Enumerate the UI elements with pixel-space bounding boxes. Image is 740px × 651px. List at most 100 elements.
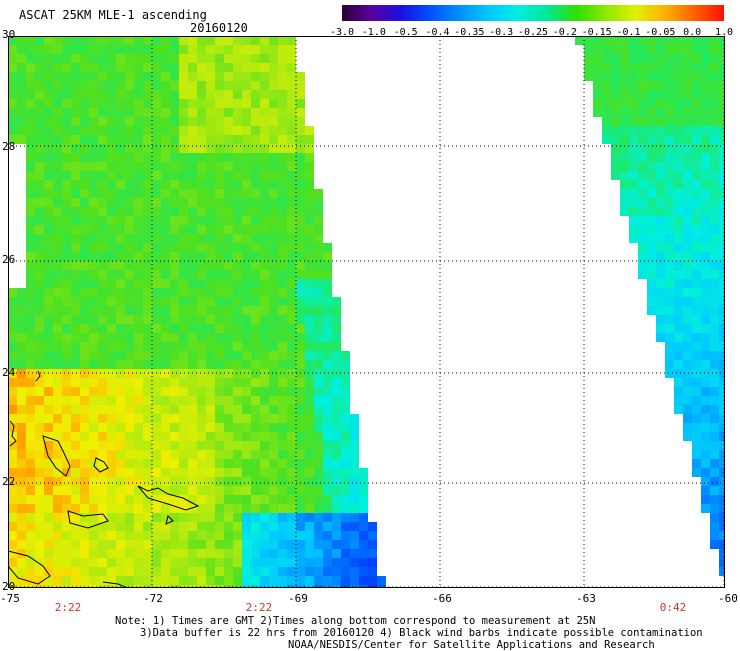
- swath-cell: [125, 288, 134, 297]
- swath-cell: [647, 54, 656, 63]
- swath-cell: [692, 81, 701, 90]
- swath-cell: [638, 243, 647, 252]
- swath-cell: [107, 189, 116, 198]
- swath-cell: [296, 540, 305, 549]
- swath-cell: [188, 225, 197, 234]
- swath-cell: [224, 45, 233, 54]
- swath-cell: [224, 297, 233, 306]
- swath-cell: [278, 162, 287, 171]
- swath-cell: [593, 54, 602, 63]
- swath-cell: [287, 432, 296, 441]
- swath-cell: [683, 423, 692, 432]
- swath-cell: [179, 585, 188, 588]
- swath-cell: [53, 45, 62, 54]
- swath-cell: [260, 441, 269, 450]
- swath-cell: [242, 369, 251, 378]
- swath-cell: [287, 441, 296, 450]
- swath-cell: [233, 135, 242, 144]
- swath-cell: [242, 558, 251, 567]
- swath-cell: [152, 558, 161, 567]
- swath-cell: [656, 306, 665, 315]
- swath-cell: [107, 342, 116, 351]
- lon-label-72: -72: [143, 592, 163, 605]
- swath-cell: [278, 504, 287, 513]
- swath-cell: [161, 180, 170, 189]
- swath-cell: [17, 486, 26, 495]
- swath-cell: [179, 477, 188, 486]
- swath-cell: [719, 81, 725, 90]
- swath-cell: [296, 477, 305, 486]
- swath-cell: [593, 36, 602, 45]
- swath-cell: [314, 333, 323, 342]
- swath-cell: [260, 270, 269, 279]
- swath-cell: [161, 126, 170, 135]
- swath-cell: [26, 414, 35, 423]
- swath-cell: [242, 405, 251, 414]
- swath-cell: [8, 486, 17, 495]
- swath-cell: [89, 171, 98, 180]
- swath-cell: [89, 189, 98, 198]
- swath-cell: [269, 153, 278, 162]
- swath-cell: [620, 36, 629, 45]
- swath-cell: [53, 405, 62, 414]
- swath-cell: [287, 414, 296, 423]
- swath-cell: [134, 405, 143, 414]
- swath-cell: [305, 513, 314, 522]
- swath-cell: [296, 333, 305, 342]
- swath-cell: [611, 108, 620, 117]
- swath-cell: [26, 144, 35, 153]
- swath-cell: [260, 99, 269, 108]
- swath-cell: [323, 450, 332, 459]
- swath-cell: [215, 189, 224, 198]
- swath-cell: [134, 207, 143, 216]
- swath-cell: [125, 297, 134, 306]
- swath-cell: [62, 540, 71, 549]
- swath-cell: [206, 324, 215, 333]
- swath-cell: [233, 117, 242, 126]
- swath-cell: [683, 108, 692, 117]
- swath-cell: [692, 378, 701, 387]
- swath-cell: [116, 432, 125, 441]
- swath-cell: [305, 198, 314, 207]
- swath-cell: [692, 405, 701, 414]
- swath-cells: [8, 36, 725, 588]
- swath-cell: [350, 432, 359, 441]
- swath-cell: [269, 423, 278, 432]
- swath-cell: [305, 486, 314, 495]
- swath-cell: [107, 432, 116, 441]
- swath-cell: [62, 297, 71, 306]
- swath-cell: [251, 288, 260, 297]
- swath-cell: [368, 531, 377, 540]
- swath-cell: [80, 180, 89, 189]
- swath-cell: [197, 333, 206, 342]
- swath-cell: [170, 72, 179, 81]
- swath-cell: [161, 90, 170, 99]
- swath-cell: [242, 540, 251, 549]
- swath-cell: [251, 72, 260, 81]
- swath-cell: [107, 423, 116, 432]
- swath-cell: [98, 450, 107, 459]
- swath-cell: [638, 45, 647, 54]
- swath-cell: [71, 81, 80, 90]
- swath-cell: [80, 315, 89, 324]
- swath-cell: [197, 90, 206, 99]
- swath-cell: [647, 162, 656, 171]
- swath-cell: [638, 117, 647, 126]
- swath-cell: [170, 558, 179, 567]
- swath-cell: [206, 522, 215, 531]
- swath-cell: [701, 459, 710, 468]
- swath-cell: [323, 441, 332, 450]
- swath-cell: [692, 450, 701, 459]
- swath-cell: [638, 135, 647, 144]
- swath-cell: [305, 558, 314, 567]
- swath-cell: [719, 333, 725, 342]
- swath-cell: [269, 504, 278, 513]
- swath-cell: [215, 378, 224, 387]
- swath-cell: [197, 162, 206, 171]
- swath-cell: [134, 162, 143, 171]
- swath-cell: [179, 522, 188, 531]
- swath-cell: [170, 513, 179, 522]
- swath-cell: [35, 432, 44, 441]
- swath-cell: [278, 486, 287, 495]
- swath-cell: [656, 216, 665, 225]
